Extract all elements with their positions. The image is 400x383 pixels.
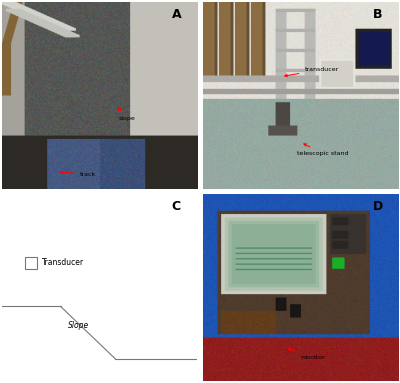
- Text: C: C: [172, 200, 181, 213]
- Text: monitor: monitor: [288, 349, 325, 360]
- Text: Slope: Slope: [68, 321, 90, 329]
- Text: transducer: transducer: [285, 67, 339, 77]
- Text: A: A: [172, 8, 181, 21]
- Text: D: D: [373, 200, 383, 213]
- Text: track: track: [60, 171, 96, 177]
- Text: Transducer: Transducer: [42, 259, 84, 267]
- Text: slope: slope: [118, 108, 136, 121]
- Bar: [26, 257, 37, 269]
- Text: B: B: [373, 8, 382, 21]
- Text: telescopic stand: telescopic stand: [296, 144, 348, 156]
